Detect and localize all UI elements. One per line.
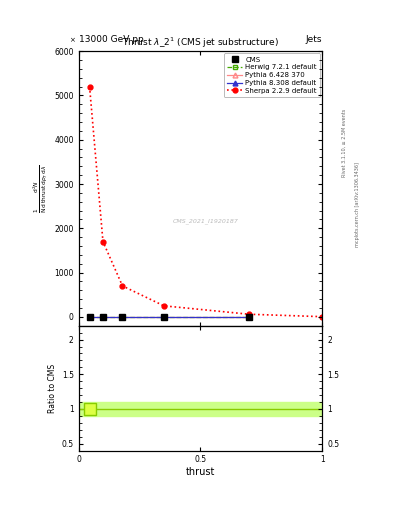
Line: Herwig 7.2.1 default: Herwig 7.2.1 default bbox=[87, 314, 252, 319]
CMS bbox=[247, 314, 252, 320]
Pythia 8.308 default bbox=[120, 314, 125, 320]
Line: Sherpa 2.2.9 default: Sherpa 2.2.9 default bbox=[87, 84, 325, 319]
Y-axis label: $\frac{1}{\mathrm{N}} \frac{\mathrm{d}^2N}{\mathrm{d\,thrust}\,\mathrm{d}p_T\,\m: $\frac{1}{\mathrm{N}} \frac{\mathrm{d}^2… bbox=[32, 164, 50, 213]
Text: 13000 GeV pp: 13000 GeV pp bbox=[79, 34, 143, 44]
X-axis label: thrust: thrust bbox=[186, 467, 215, 477]
Herwig 7.2.1 default bbox=[247, 314, 252, 320]
Pythia 8.308 default bbox=[162, 314, 166, 320]
Text: $\times$: $\times$ bbox=[69, 35, 76, 44]
Text: mcplots.cern.ch [arXiv:1306.3436]: mcplots.cern.ch [arXiv:1306.3436] bbox=[355, 162, 360, 247]
Sherpa 2.2.9 default bbox=[162, 303, 166, 309]
Pythia 6.428 370 bbox=[120, 314, 125, 320]
Text: Jets: Jets bbox=[306, 34, 322, 44]
Herwig 7.2.1 default bbox=[87, 314, 92, 320]
Line: Pythia 6.428 370: Pythia 6.428 370 bbox=[87, 314, 252, 319]
CMS bbox=[87, 314, 92, 320]
Text: CMS_2021_I1920187: CMS_2021_I1920187 bbox=[173, 219, 238, 224]
CMS bbox=[162, 314, 166, 320]
Sherpa 2.2.9 default bbox=[87, 83, 92, 90]
Pythia 6.428 370 bbox=[247, 314, 252, 320]
Sherpa 2.2.9 default bbox=[247, 311, 252, 317]
Bar bbox=[79, 402, 322, 416]
Legend: CMS, Herwig 7.2.1 default, Pythia 6.428 370, Pythia 8.308 default, Sherpa 2.2.9 : CMS, Herwig 7.2.1 default, Pythia 6.428 … bbox=[224, 53, 320, 97]
Pythia 8.308 default bbox=[87, 314, 92, 320]
CMS bbox=[101, 314, 105, 320]
Pythia 6.428 370 bbox=[87, 314, 92, 320]
Pythia 6.428 370 bbox=[101, 314, 105, 320]
Pythia 8.308 default bbox=[247, 314, 252, 320]
Line: CMS: CMS bbox=[87, 314, 252, 319]
Pythia 8.308 default bbox=[101, 314, 105, 320]
CMS bbox=[120, 314, 125, 320]
Line: Pythia 8.308 default: Pythia 8.308 default bbox=[87, 314, 252, 319]
Sherpa 2.2.9 default bbox=[120, 283, 125, 289]
Herwig 7.2.1 default bbox=[162, 314, 166, 320]
Pythia 6.428 370 bbox=[162, 314, 166, 320]
Sherpa 2.2.9 default bbox=[101, 239, 105, 245]
Y-axis label: Ratio to CMS: Ratio to CMS bbox=[48, 364, 57, 413]
Sherpa 2.2.9 default bbox=[320, 314, 325, 320]
Title: Thrust $\lambda\_2^1$ (CMS jet substructure): Thrust $\lambda\_2^1$ (CMS jet substruct… bbox=[122, 35, 279, 50]
Text: Rivet 3.1.10, ≥ 2.5M events: Rivet 3.1.10, ≥ 2.5M events bbox=[342, 109, 346, 178]
Herwig 7.2.1 default bbox=[120, 314, 125, 320]
Herwig 7.2.1 default bbox=[101, 314, 105, 320]
